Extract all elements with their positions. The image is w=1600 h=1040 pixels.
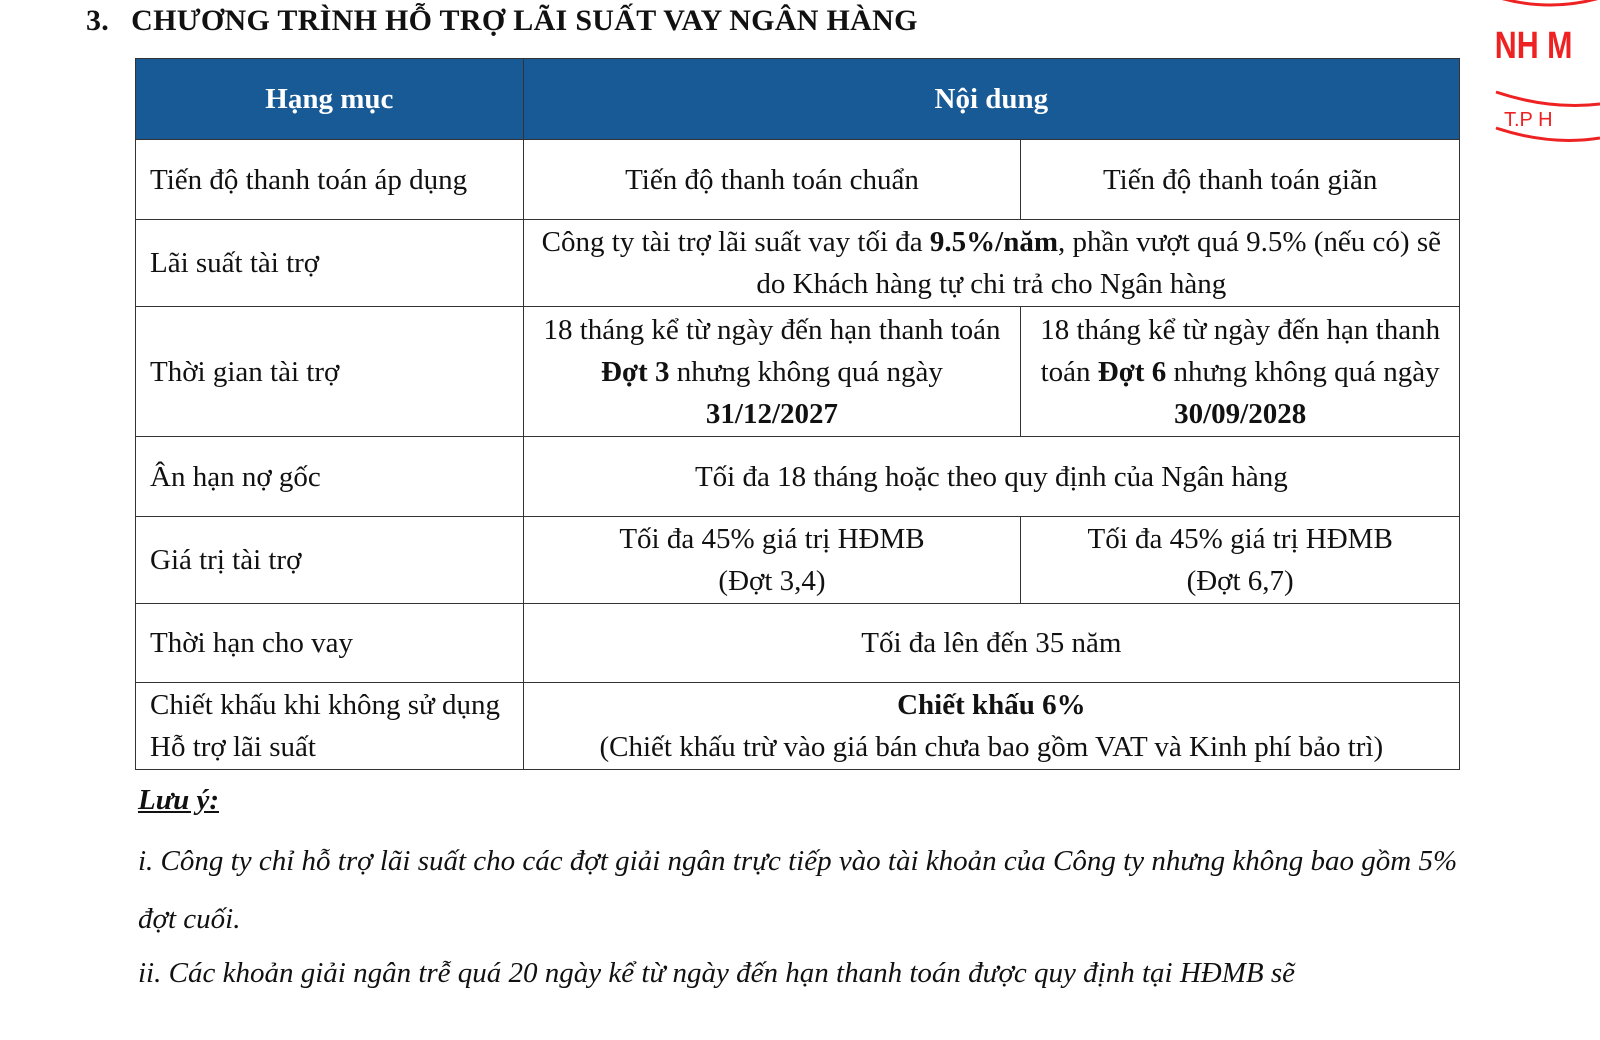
text-bold: 31/12/2027 bbox=[705, 397, 839, 430]
text: nhưng không quá ngày bbox=[1166, 355, 1440, 388]
text: (Chiết khấu trừ vào giá bán chưa bao gồm… bbox=[599, 731, 1384, 763]
row-label: Thời hạn cho vay bbox=[135, 603, 524, 683]
row-label: Chiết khấu khi không sử dụng Hỗ trợ lãi … bbox=[135, 682, 524, 770]
stamp-text-2: T.P H bbox=[1504, 109, 1553, 131]
text: Tối đa 45% giá trị HĐMB bbox=[1087, 523, 1393, 555]
text: , phần vượt quá 9.5% (nếu có) sẽ do Khác… bbox=[756, 226, 1441, 300]
note-item: ii. Các khoản giải ngân trễ quá 20 ngày … bbox=[138, 957, 1295, 989]
cell: Công ty tài trợ lãi suất vay tối đa 9.5%… bbox=[522, 219, 1461, 307]
table-row: Lãi suất tài trợ Công ty tài trợ lãi suấ… bbox=[135, 219, 1461, 307]
cell: 18 tháng kể từ ngày đến hạn thanh toán Đ… bbox=[1020, 306, 1460, 437]
notes-heading: Lưu ý: bbox=[138, 784, 219, 816]
loan-support-table: Hạng mục Nội dung Tiến độ thanh toán áp … bbox=[135, 58, 1461, 770]
text: nhưng không quá ngày bbox=[669, 355, 943, 388]
text: (Đợt 6,7) bbox=[1186, 565, 1294, 597]
text-bold: Đợt 6 bbox=[1097, 355, 1167, 388]
text-bold: Chiết khấu 6% bbox=[897, 689, 1086, 721]
cell: Tối đa lên đến 35 năm bbox=[522, 603, 1461, 683]
section-number: 3. bbox=[86, 4, 110, 37]
stamp-text-1: NH M bbox=[1495, 25, 1573, 67]
table-row: Tiến độ thanh toán áp dụng Tiến độ thanh… bbox=[135, 139, 1460, 220]
rate-bold: 9.5%/năm bbox=[929, 226, 1059, 258]
table-row: Thời hạn cho vay Tối đa lên đến 35 năm bbox=[135, 603, 1461, 683]
table-row: Ân hạn nợ gốc Tối đa 18 tháng hoặc theo … bbox=[135, 436, 1461, 517]
row-label: Lãi suất tài trợ bbox=[135, 219, 524, 307]
text-bold: Đợt 3 bbox=[601, 355, 670, 388]
text: Công ty tài trợ lãi suất vay tối đa bbox=[541, 226, 930, 258]
table-header-row: Hạng mục Nội dung bbox=[135, 58, 1461, 140]
row-label: Tiến độ thanh toán áp dụng bbox=[135, 139, 524, 220]
row-label: Thời gian tài trợ bbox=[135, 306, 524, 437]
cell: Chiết khấu 6% (Chiết khấu trừ vào giá bán… bbox=[522, 682, 1461, 770]
cell: Tối đa 45% giá trị HĐMB (Đợt 6,7) bbox=[1020, 516, 1460, 604]
cell: 18 tháng kể từ ngày đến hạn thanh toán Đ… bbox=[522, 306, 1022, 437]
text: Tối đa 45% giá trị HĐMB bbox=[619, 523, 925, 555]
text: (Đợt 3,4) bbox=[718, 565, 826, 597]
row-label: Giá trị tài trợ bbox=[135, 516, 524, 604]
cell: Tiến độ thanh toán giãn bbox=[1020, 139, 1460, 220]
text: 18 tháng kể từ ngày đến hạn thanh toán bbox=[1040, 313, 1441, 388]
section-title: 3. CHƯƠNG TRÌNH HỖ TRỢ LÃI SUẤT VAY NGÂN … bbox=[86, 4, 918, 38]
header-category: Hạng mục bbox=[135, 58, 524, 140]
text-bold: 30/09/2028 bbox=[1174, 397, 1307, 430]
table-row: Thời gian tài trợ 18 tháng kể từ ngày đế… bbox=[135, 306, 1460, 437]
row-label: Ân hạn nợ gốc bbox=[135, 436, 524, 517]
cell: Tối đa 45% giá trị HĐMB (Đợt 3,4) bbox=[522, 516, 1022, 604]
cell: Tối đa 18 tháng hoặc theo quy định của N… bbox=[522, 436, 1461, 517]
table-row: Chiết khấu khi không sử dụng Hỗ trợ lãi … bbox=[135, 682, 1461, 770]
note-item: i. Công ty chỉ hỗ trợ lãi suất cho các đ… bbox=[138, 845, 1458, 935]
section-title-text: CHƯƠNG TRÌNH HỖ TRỢ LÃI SUẤT VAY NGÂN HÀ… bbox=[131, 4, 918, 37]
text: 18 tháng kể từ ngày đến hạn thanh toán bbox=[543, 313, 1001, 346]
cell: Tiến độ thanh toán chuẩn bbox=[522, 139, 1022, 220]
company-stamp: NH M T.P H bbox=[1490, 0, 1600, 150]
table-row: Giá trị tài trợ Tối đa 45% giá trị HĐMB (… bbox=[135, 516, 1460, 604]
header-content: Nội dung bbox=[522, 58, 1461, 140]
stamp-icon: NH M T.P H bbox=[1495, 0, 1600, 142]
